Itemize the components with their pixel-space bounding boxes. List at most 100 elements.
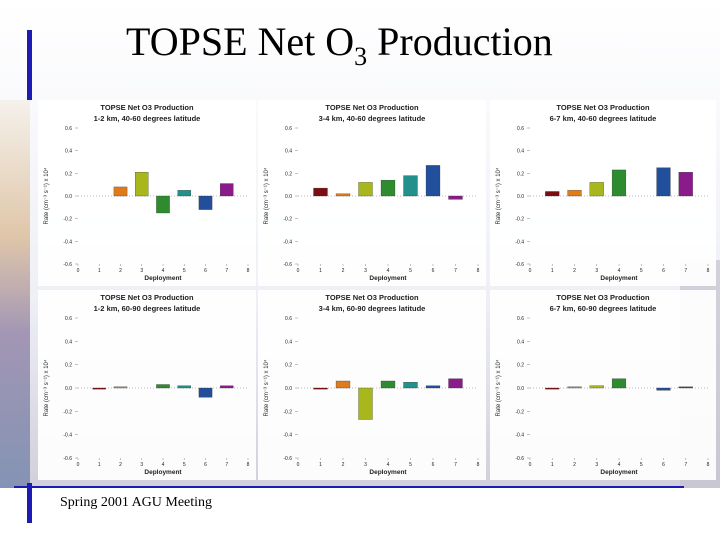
y-tick-label: -0.6 xyxy=(63,262,72,268)
x-tick-label: 1 xyxy=(551,462,554,468)
x-axis-label: Deployment xyxy=(600,469,638,476)
x-tick-label: 0 xyxy=(529,268,532,274)
bar xyxy=(335,380,351,389)
x-tick-label: 5 xyxy=(640,462,643,468)
bar xyxy=(220,183,234,197)
y-tick-label: 0.6 xyxy=(517,126,524,132)
y-tick-label: 0.2 xyxy=(285,171,292,177)
bar xyxy=(380,380,396,389)
chart-panel: TOPSE Net O3 Production 1-2 km, 40-60 deg… xyxy=(38,100,256,286)
chart-background xyxy=(38,290,256,480)
chart-panel: TOPSE Net O3 Production 3-4 km, 40-60 deg… xyxy=(258,100,486,286)
y-tick-label: 0.2 xyxy=(517,171,524,177)
chart-panel: TOPSE Net O3 Production 1-2 km, 60-90 deg… xyxy=(38,290,256,480)
y-axis-label: Rate (cm⁻³ s⁻¹) x 10⁴ xyxy=(43,359,50,416)
x-tick-label: 1 xyxy=(551,268,554,274)
x-tick-label: 4 xyxy=(162,268,165,274)
y-axis-label: Rate (cm⁻³ s⁻¹) x 10⁴ xyxy=(263,359,270,416)
x-tick-label: 0 xyxy=(529,462,532,468)
x-tick-label: 0 xyxy=(297,268,300,274)
y-tick-label: 0.0 xyxy=(285,386,292,392)
x-tick-label: 5 xyxy=(183,268,186,274)
x-tick-label: 7 xyxy=(684,462,687,468)
title-text-end: Production xyxy=(367,19,553,64)
y-tick-label: 0.2 xyxy=(285,363,292,369)
bar xyxy=(156,384,170,389)
bar xyxy=(589,182,604,197)
x-tick-label: 7 xyxy=(454,268,457,274)
bar xyxy=(92,387,106,390)
chart-background xyxy=(490,290,716,480)
bar xyxy=(335,193,351,197)
x-tick-label: 3 xyxy=(595,268,598,274)
y-tick-label: -0.2 xyxy=(515,409,524,415)
x-tick-label: 6 xyxy=(432,268,435,274)
chart-subtitle: 3-4 km, 40-60 degrees latitude xyxy=(319,114,426,123)
y-tick-label: -0.4 xyxy=(63,433,72,439)
bar xyxy=(448,378,463,389)
x-tick-label: 5 xyxy=(409,462,412,468)
y-tick-label: 0.0 xyxy=(65,386,72,392)
x-tick-label: 4 xyxy=(387,268,390,274)
bar xyxy=(448,195,463,200)
x-tick-label: 7 xyxy=(684,268,687,274)
x-tick-label: 2 xyxy=(573,462,576,468)
accent-bar-top xyxy=(27,30,32,100)
bar xyxy=(545,191,560,197)
y-tick-label: 0.4 xyxy=(517,149,524,155)
y-tick-label: -0.2 xyxy=(283,409,292,415)
x-tick-label: 8 xyxy=(247,268,250,274)
x-tick-label: 5 xyxy=(183,462,186,468)
x-tick-label: 6 xyxy=(662,268,665,274)
y-tick-label: 0.0 xyxy=(517,194,524,200)
chart-subtitle: 3-4 km, 60-90 degrees latitude xyxy=(319,304,426,313)
y-axis-label: Rate (cm⁻³ s⁻¹) x 10⁴ xyxy=(495,359,502,416)
bar xyxy=(611,378,627,389)
x-tick-label: 6 xyxy=(204,268,207,274)
chart-subtitle: 6-7 km, 40-60 degrees latitude xyxy=(550,114,657,123)
bar xyxy=(358,387,373,420)
x-axis-label: Deployment xyxy=(144,275,182,282)
bar xyxy=(177,190,191,197)
x-tick-label: 8 xyxy=(707,268,710,274)
x-tick-label: 8 xyxy=(477,462,480,468)
x-tick-label: 2 xyxy=(342,268,345,274)
chart-title: TOPSE Net O3 Production xyxy=(556,293,650,302)
y-axis-label: Rate (cm⁻³ s⁻¹) x 10⁴ xyxy=(43,167,50,224)
x-tick-label: 4 xyxy=(618,268,621,274)
chart-title: TOPSE Net O3 Production xyxy=(556,103,650,112)
y-tick-label: 0.6 xyxy=(285,316,292,322)
y-tick-label: 0.0 xyxy=(65,194,72,200)
x-tick-label: 3 xyxy=(140,462,143,468)
x-tick-label: 7 xyxy=(225,462,228,468)
bar xyxy=(567,386,582,389)
y-tick-label: -0.2 xyxy=(515,217,524,223)
x-tick-label: 8 xyxy=(477,268,480,274)
chart-panel: TOPSE Net O3 Production 6-7 km, 60-90 deg… xyxy=(490,290,716,480)
x-tick-label: 2 xyxy=(119,268,122,274)
bar xyxy=(220,385,234,389)
bar xyxy=(198,195,213,210)
y-tick-label: -0.6 xyxy=(283,262,292,268)
chart-title: TOPSE Net O3 Production xyxy=(100,293,194,302)
y-tick-label: 0.6 xyxy=(65,316,72,322)
chart-background xyxy=(258,290,486,480)
y-tick-label: 0.4 xyxy=(65,339,72,345)
x-axis-label: Deployment xyxy=(600,275,638,282)
title-text: TOPSE Net O xyxy=(126,19,355,64)
x-tick-label: 2 xyxy=(119,462,122,468)
bar xyxy=(358,182,373,197)
chart-panel: TOPSE Net O3 Production 6-7 km, 40-60 deg… xyxy=(490,100,716,286)
y-tick-label: -0.6 xyxy=(63,456,72,462)
y-axis-label: Rate (cm⁻³ s⁻¹) x 10⁴ xyxy=(263,167,270,224)
y-tick-label: -0.2 xyxy=(283,217,292,223)
bar xyxy=(656,167,671,197)
x-tick-label: 2 xyxy=(342,462,345,468)
bar xyxy=(156,195,170,214)
y-tick-label: 0.6 xyxy=(65,126,72,132)
y-tick-label: -0.4 xyxy=(515,239,524,245)
chart-subtitle: 1-2 km, 40-60 degrees latitude xyxy=(94,114,201,123)
x-tick-label: 4 xyxy=(162,462,165,468)
x-axis-label: Deployment xyxy=(144,469,182,476)
y-tick-label: 0.2 xyxy=(65,171,72,177)
